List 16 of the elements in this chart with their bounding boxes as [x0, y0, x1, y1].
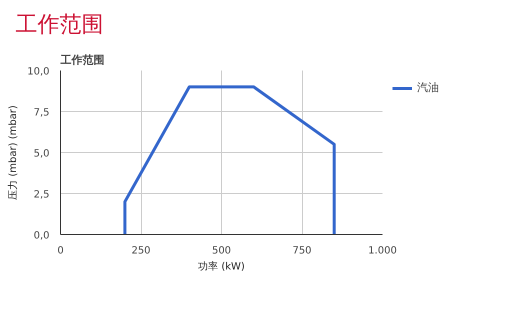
- x-tick-label: 500: [212, 246, 232, 256]
- legend-label: 汽油: [417, 80, 439, 95]
- x-tick-label: 750: [292, 246, 312, 256]
- chart-subtitle: 工作范围: [60, 54, 104, 66]
- y-tick-label: 2,5: [34, 190, 50, 200]
- y-axis-title: 压力 (mbar) (mbar): [7, 105, 20, 200]
- chart-title: 工作范围: [16, 12, 104, 38]
- x-tick-label: 0: [57, 246, 64, 256]
- line-series: [123, 85, 336, 234]
- x-tick-label: 250: [131, 246, 151, 256]
- y-tick-label: 0,0: [34, 230, 50, 242]
- y-tick-label: 5,0: [34, 148, 50, 160]
- x-axis-title: 功率 (kW): [198, 260, 245, 272]
- y-tick-label: 7,5: [34, 108, 50, 118]
- y-tick-label: 10,0: [27, 66, 50, 78]
- x-tick-label: 1.000: [368, 246, 397, 256]
